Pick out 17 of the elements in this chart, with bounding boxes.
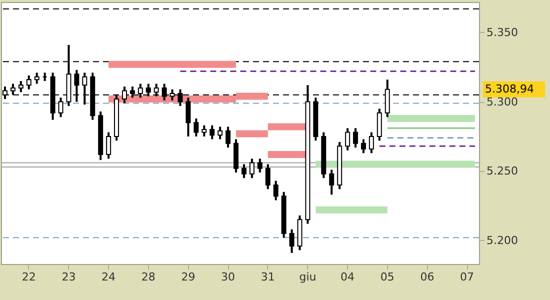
x-tick-label: 28 <box>141 270 156 284</box>
x-tick-label: 06 <box>420 270 434 284</box>
y-tick-label: 5.200 <box>486 234 518 247</box>
x-tick-label: 30 <box>221 270 236 284</box>
x-tick-label: 23 <box>62 270 76 284</box>
x-tick-label: 29 <box>181 270 196 284</box>
x-tick-label: 24 <box>102 270 116 284</box>
y-tick-label: 5.300 <box>486 95 518 108</box>
y-tick-label: 5.250 <box>486 164 518 178</box>
x-tick-label: 04 <box>340 270 355 284</box>
x-tick-label: 22 <box>22 270 36 284</box>
x-tick-label: 07 <box>460 270 474 284</box>
x-tick-label: giu <box>299 270 316 284</box>
x-tick-label: 05 <box>380 270 394 284</box>
y-tick-label: 5.350 <box>486 26 518 39</box>
x-tick-label: 31 <box>260 270 275 284</box>
text: 5.308,94 <box>485 82 534 96</box>
